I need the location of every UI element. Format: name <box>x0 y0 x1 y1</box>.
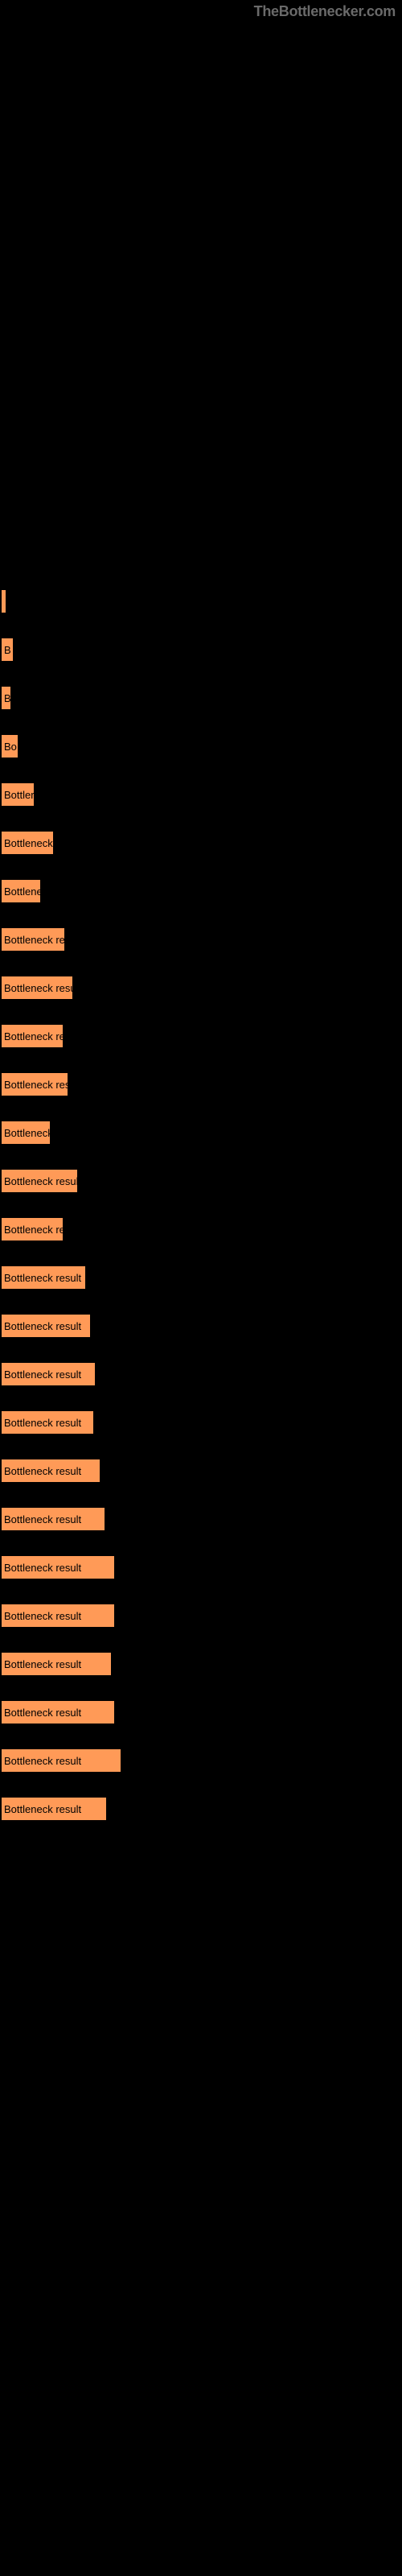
bar-label: B <box>4 692 10 704</box>
bar-label: Bottleneck result <box>4 1417 81 1429</box>
bar-label: Bottleneck result <box>4 1368 81 1381</box>
bar-chart: B B Bo Bottler Bottleneck r Bottlene Bottlenec… <box>0 584 402 1820</box>
bar-row: B <box>2 638 402 661</box>
bar: Bottleneck result <box>2 1556 114 1579</box>
bar: Bottler <box>2 783 34 806</box>
bar: Bottleneck result <box>2 1266 85 1289</box>
bar-label: Bottleneck result <box>4 1755 81 1767</box>
bar: Bottleneck re <box>2 1218 63 1241</box>
bar-label: Bottleneck result <box>4 1610 81 1622</box>
bar-row: Bottleneck result <box>2 1701 402 1724</box>
bar-label: Bottleneck r <box>4 837 53 849</box>
bar-label: Bottleneck result <box>4 1513 81 1525</box>
bar-label: Bottleneck result <box>4 1272 81 1284</box>
bar-row: Bottleneck re <box>2 928 402 951</box>
bar <box>2 590 6 613</box>
bar: Bottleneck result <box>2 1170 77 1192</box>
bar: B <box>2 687 10 709</box>
bar: Bottleneck result <box>2 1653 111 1675</box>
bar: Bottleneck result <box>2 1749 121 1772</box>
bar-label: Bottler <box>4 789 34 801</box>
bar-row: Bo <box>2 735 402 758</box>
bar-row: Bottleneck result <box>2 1653 402 1675</box>
bar-row: Bottleneck result <box>2 1411 402 1434</box>
bar: Bottleneck resu <box>2 976 72 999</box>
bar-label: Bottleneck result <box>4 1175 77 1187</box>
bar: Bottleneck result <box>2 1363 95 1385</box>
bar: Bottleneck result <box>2 1701 114 1724</box>
bar: Bottleneck re <box>2 1025 63 1047</box>
bar-row: Bottleneck result <box>2 1604 402 1627</box>
bar-row: Bottleneck res <box>2 1073 402 1096</box>
bar-row: Bottleneck resu <box>2 976 402 999</box>
bar-row: Bottleneck result <box>2 1266 402 1289</box>
bar: Bo <box>2 735 18 758</box>
watermark-text: TheBottlenecker.com <box>0 0 402 20</box>
bar: B <box>2 638 13 661</box>
bar-label: B <box>4 644 11 656</box>
bar: Bottleneck result <box>2 1604 114 1627</box>
bar-row: Bottleneck result <box>2 1363 402 1385</box>
bar-label: Bottleneck result <box>4 1320 81 1332</box>
bar-label: Bottlene <box>4 886 40 898</box>
bar: Bottleneck re <box>2 928 64 951</box>
bar-row: Bottlene <box>2 880 402 902</box>
bar-label: Bottleneck <box>4 1127 50 1139</box>
bar-label: Bottleneck re <box>4 1030 63 1042</box>
top-black-region <box>0 20 402 584</box>
bar-label: Bottleneck re <box>4 934 64 946</box>
bar: Bottlene <box>2 880 40 902</box>
bar-label: Bottleneck result <box>4 1803 81 1815</box>
bar-label: Bo <box>4 741 17 753</box>
bar: Bottleneck result <box>2 1315 90 1337</box>
bar: Bottleneck result <box>2 1798 106 1820</box>
bar-row: Bottleneck re <box>2 1218 402 1241</box>
bar: Bottleneck result <box>2 1459 100 1482</box>
bar-row: Bottleneck <box>2 1121 402 1144</box>
bar: Bottleneck result <box>2 1411 93 1434</box>
bar-label: Bottleneck result <box>4 1562 81 1574</box>
bar-row: Bottleneck result <box>2 1508 402 1530</box>
bar-label: Bottleneck result <box>4 1707 81 1719</box>
bar: Bottleneck res <box>2 1073 68 1096</box>
bar-row: Bottleneck result <box>2 1798 402 1820</box>
bar-row <box>2 590 402 613</box>
bar-row: Bottleneck result <box>2 1170 402 1192</box>
bar-row: Bottleneck result <box>2 1749 402 1772</box>
bar-row: Bottleneck result <box>2 1459 402 1482</box>
bar-row: Bottleneck re <box>2 1025 402 1047</box>
bar: Bottleneck r <box>2 832 53 854</box>
bar-row: Bottleneck r <box>2 832 402 854</box>
bar-row: B <box>2 687 402 709</box>
bar-label: Bottleneck res <box>4 1079 68 1091</box>
bar-row: Bottleneck result <box>2 1315 402 1337</box>
bar-label: Bottleneck result <box>4 1658 81 1670</box>
bar-label: Bottleneck re <box>4 1224 63 1236</box>
bar-row: Bottleneck result <box>2 1556 402 1579</box>
bar: Bottleneck result <box>2 1508 105 1530</box>
bar-label: Bottleneck result <box>4 1465 81 1477</box>
bar: Bottleneck <box>2 1121 50 1144</box>
bar-label: Bottleneck resu <box>4 982 72 994</box>
bar-row: Bottler <box>2 783 402 806</box>
